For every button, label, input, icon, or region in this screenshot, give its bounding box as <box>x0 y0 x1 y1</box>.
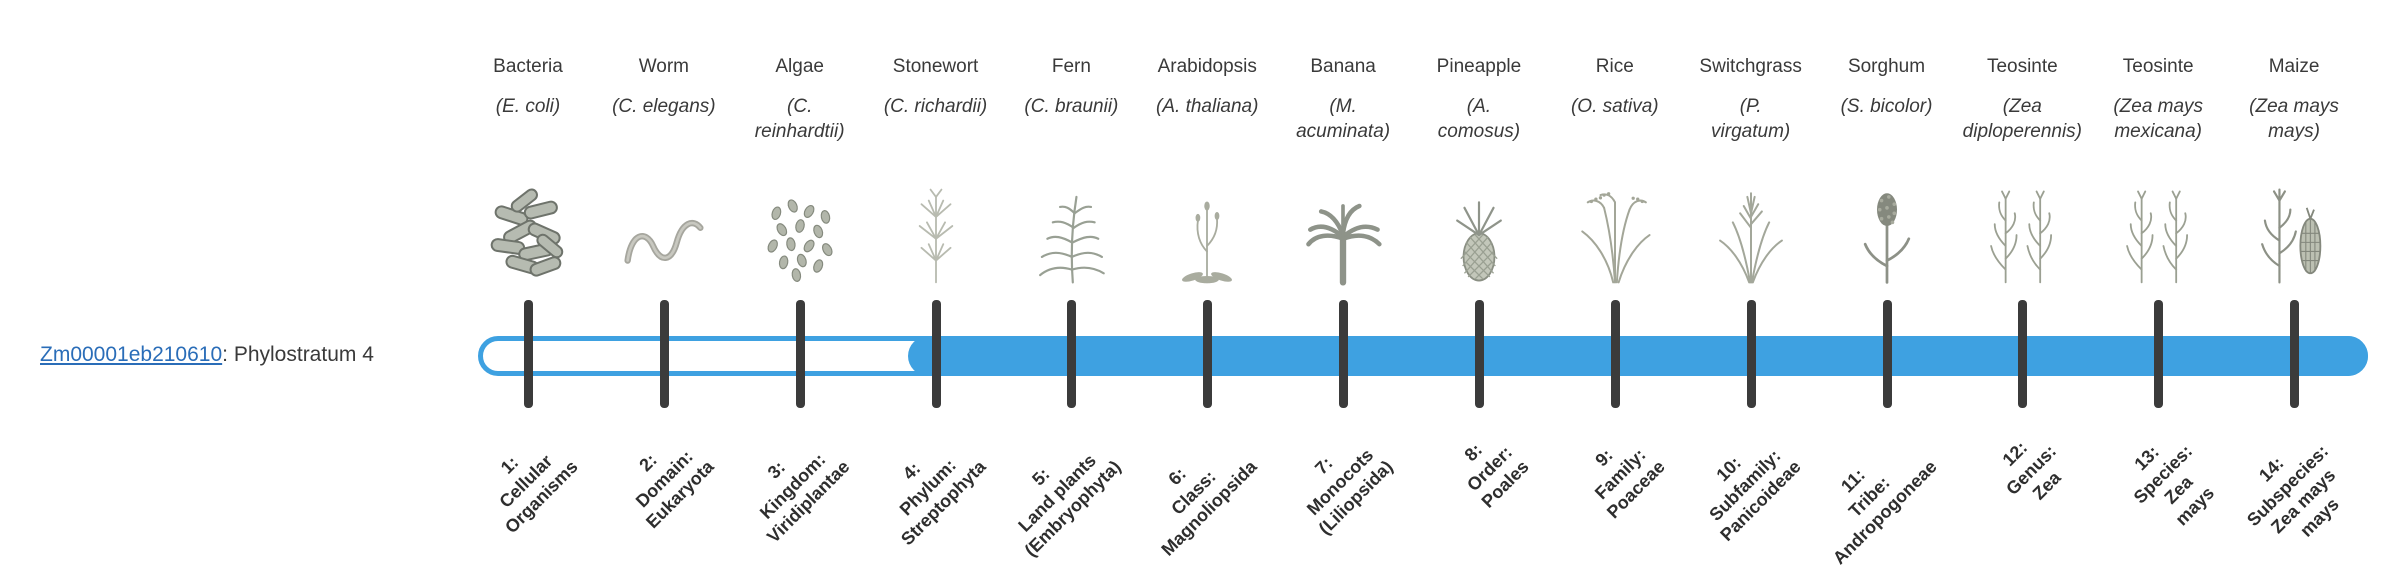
timeline-fill <box>907 336 2369 376</box>
rice-illustration <box>1565 176 1665 286</box>
organism-common-name: Maize <box>2268 56 2320 77</box>
phylostratum-label: 1: Cellular Organisms <box>495 450 582 538</box>
algae-illustration <box>750 176 850 286</box>
organism-common-name: Fern <box>1051 56 1091 77</box>
phylostratum-label: 14: Subspecies: Zea mays mays <box>2242 440 2343 541</box>
arabidopsis-illustration <box>1157 176 1257 286</box>
organism-common-name: Banana <box>1310 56 1376 77</box>
bacteria-illustration <box>478 176 578 286</box>
organism-common-name: Pineapple <box>1436 56 1522 77</box>
organism-common-name: Arabidopsis <box>1157 56 1257 77</box>
phylostratum-label: 3: Kingdom: Viridiplantae <box>755 449 854 548</box>
phylostratum-label: 5: Land plants (Embryophyta) <box>1014 449 1126 561</box>
organism-common-name: Switchgrass <box>1699 56 1802 77</box>
gene-link[interactable]: Zm00001eb210610 <box>40 343 223 366</box>
phylostratum-label: 4: Phylum: Streptophyta <box>894 454 990 550</box>
phylostratum-tick <box>1474 300 1484 408</box>
phylostratum-label: 11: Tribe: Andropogoneae <box>1828 456 1941 569</box>
organism-scientific-name: (Zea mays mexicana) <box>2113 96 2204 143</box>
organism-scientific-name: (Zea mays mays) <box>2249 96 2339 143</box>
organism-scientific-name: (A. comosus) <box>1437 96 1521 143</box>
organism-common-name: Sorghum <box>1847 56 1926 77</box>
phylostratum-tick <box>1339 300 1349 408</box>
sorghum-illustration <box>1837 176 1937 286</box>
phylostratum-label: 13: Species: Zea mays <box>2129 440 2219 530</box>
organism-common-name: Teosinte <box>1986 56 2058 77</box>
phylostratum-tick <box>2018 300 2028 408</box>
teosinte-illustration <box>1972 176 2072 286</box>
teosinte-illustration <box>2108 176 2208 286</box>
stonewort-illustration <box>886 176 986 286</box>
gene-phylostratum-suffix: : Phylostratum 4 <box>222 343 374 366</box>
organism-common-name: Bacteria <box>493 56 563 77</box>
phylostratum-label: 7: Monocots (Liliopsida) <box>1302 444 1398 539</box>
worm-illustration <box>614 176 714 286</box>
phylostratum-tick <box>2154 300 2164 408</box>
phylostratum-label: 6: Class: Magnoliopsida <box>1157 456 1262 561</box>
gene-label: Zm00001eb210610: Phylostratum 4 <box>40 343 374 367</box>
phylostratum-tick <box>1882 300 1892 408</box>
organism-scientific-name: (O. sativa) <box>1570 96 1659 117</box>
phylostratum-label: 8: Order: Poales <box>1460 439 1533 512</box>
organism-common-name: Teosinte <box>2122 56 2194 77</box>
phylostratum-tick <box>1067 300 1077 408</box>
phylostratum-tick <box>1746 300 1756 408</box>
organism-scientific-name: (M. acuminata) <box>1296 96 1391 143</box>
phylostratum-label: 9: Family: Poaceae <box>1590 444 1669 523</box>
organism-common-name: Stonewort <box>892 56 979 77</box>
organism-scientific-name: (A. thaliana) <box>1156 96 1259 117</box>
organism-scientific-name: (C. richardii) <box>883 96 988 117</box>
organism-scientific-name: (E. coli) <box>495 96 561 117</box>
phylostratum-label: 12: Genus: Zea <box>1998 437 2066 504</box>
phylostratum-tick <box>1203 300 1213 408</box>
phylostratum-label: 10: Subfamily: Panicoideae <box>1704 445 1805 546</box>
organism-scientific-name: (S. bicolor) <box>1840 96 1933 117</box>
pineapple-illustration <box>1429 176 1529 286</box>
phylostratum-tick <box>1610 300 1620 408</box>
banana-illustration <box>1293 176 1393 286</box>
phylostratum-tick <box>795 300 805 408</box>
organism-common-name: Worm <box>638 56 689 77</box>
organism-scientific-name: (C. reinhardtii) <box>754 96 845 143</box>
switchgrass-illustration <box>1701 176 1801 286</box>
organism-scientific-name: (C. elegans) <box>612 96 716 117</box>
phylostratum-label: 2: Domain: Eukaryota <box>631 446 718 533</box>
phylostratum-tick <box>524 300 533 408</box>
phylostratum-tick <box>2290 300 2300 408</box>
organism-scientific-name: (P. virgatum) <box>1711 96 1791 143</box>
organism-scientific-name: (C. braunii) <box>1024 96 1119 117</box>
organism-common-name: Algae <box>775 56 824 77</box>
fern-illustration <box>1021 176 1121 286</box>
phylostratum-tick <box>931 300 941 408</box>
organism-scientific-name: (Zea diploperennis) <box>1962 96 2083 143</box>
organism-common-name: Rice <box>1595 56 1634 77</box>
phylostratum-tick <box>659 300 669 408</box>
maize-illustration <box>2244 176 2344 286</box>
